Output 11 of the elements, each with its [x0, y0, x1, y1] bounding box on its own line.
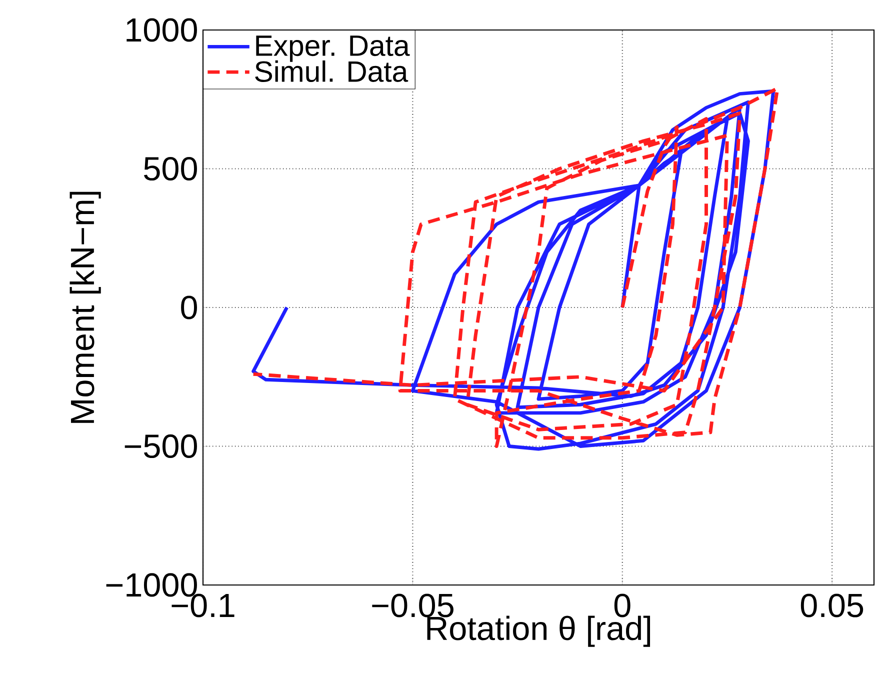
x-axis-title: Rotation θ [rad] — [427, 616, 650, 647]
y-tick-label: 0 — [181, 296, 197, 320]
y-tick-label: 1000 — [126, 18, 197, 42]
x-tick-label: 0 — [614, 594, 630, 618]
legend-label: Simul. Data — [255, 60, 408, 82]
x-tick-label: 0.05 — [800, 594, 864, 618]
y-tick-label: 500 — [144, 156, 197, 181]
legend-label: Exper. Data — [256, 36, 410, 62]
x-tick-label: −0.05 — [372, 594, 454, 618]
y-tick-label: −500 — [124, 434, 197, 458]
y-axis-title: Moment [kN−m] — [70, 192, 101, 423]
